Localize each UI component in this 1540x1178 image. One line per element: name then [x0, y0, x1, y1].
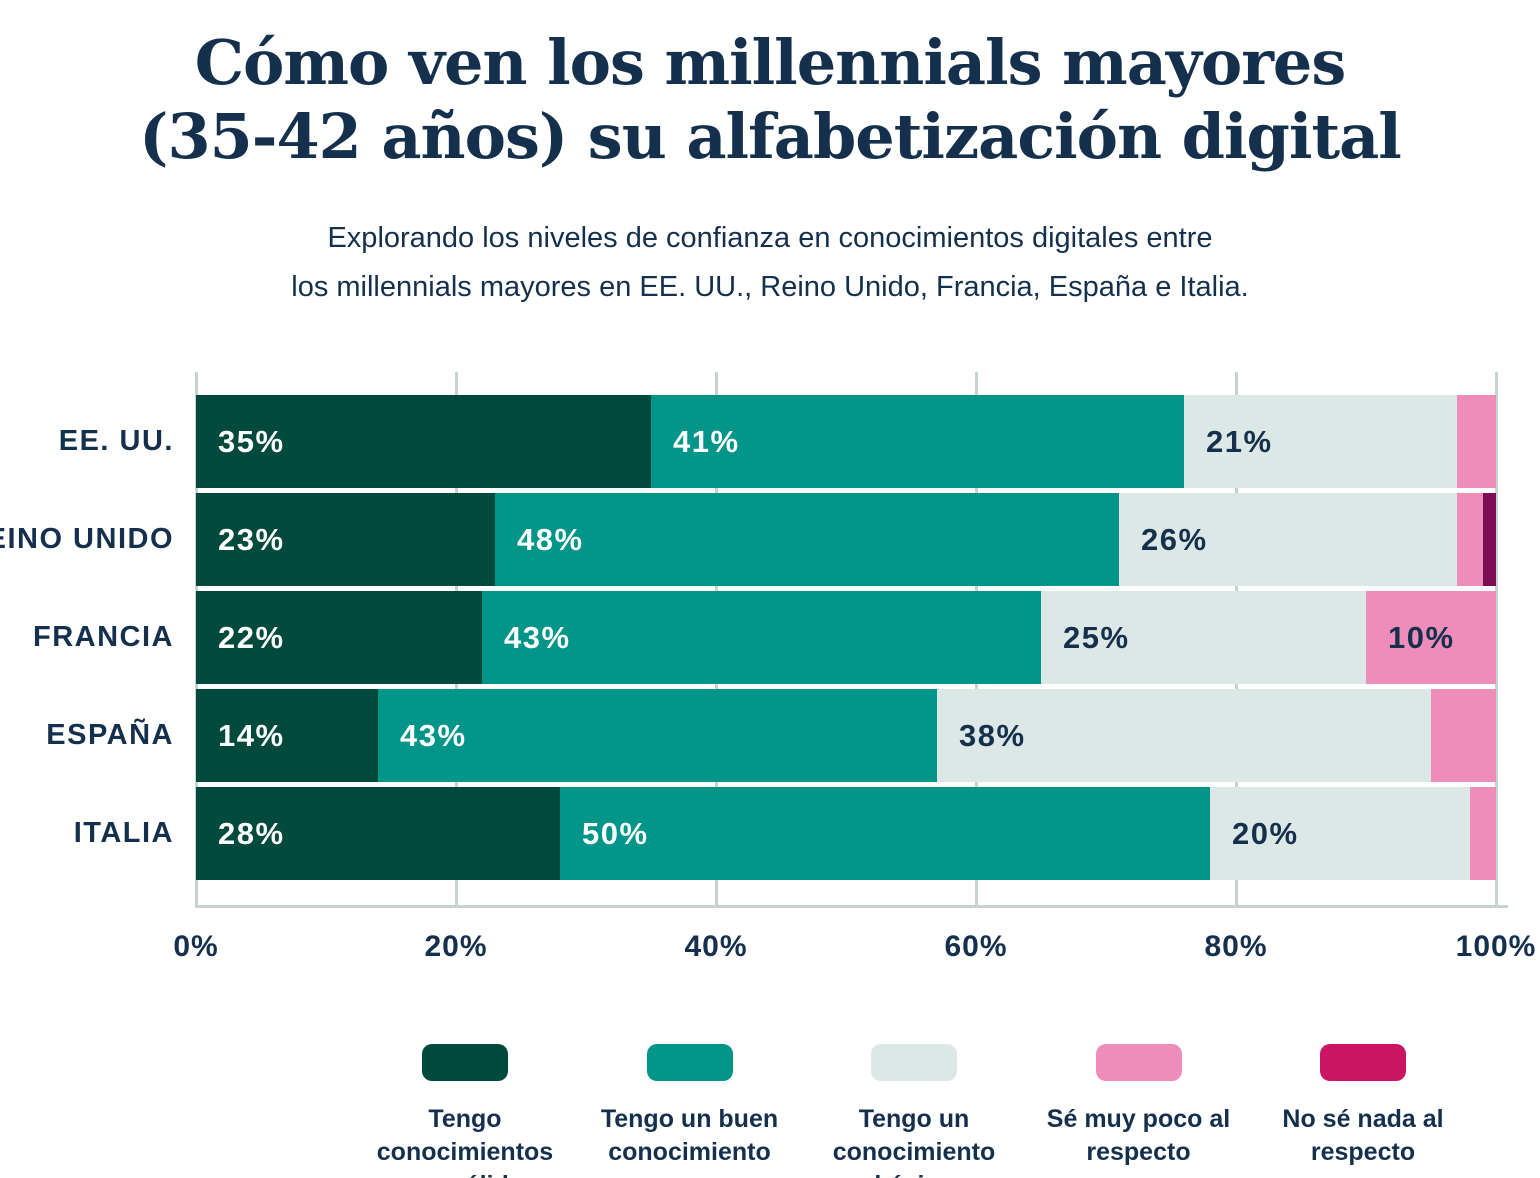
bar-segment-francia-s-muy-poco-al-respecto: 10%	[1366, 591, 1496, 684]
chart-title: Cómo ven los millennials mayores (35-42 …	[0, 26, 1540, 174]
x-axis-line	[196, 905, 1508, 908]
chart-subtitle: Explorando los niveles de confianza en c…	[0, 214, 1540, 312]
legend-item-tengo-un-buen-conocimiento: Tengo un buen conocimiento	[583, 1044, 797, 1178]
x-tick-label: 40%	[684, 930, 748, 963]
bar-segment-ee-uu-tengo-un-buen-conocimiento: 41%	[651, 395, 1184, 488]
bar-row-francia: FRANCIA 22% 43% 25% 10%	[33, 591, 1496, 684]
bar-segment-reino-unido-s-muy-poco-al-respecto	[1457, 493, 1483, 586]
bar-row-espa-a: ESPAÑA 14% 43% 38%	[46, 689, 1496, 782]
bar-value-label: 20%	[1232, 815, 1299, 851]
chart-subtitle-line-2: los millennials mayores en EE. UU., Rein…	[291, 271, 1249, 303]
legend-swatch	[422, 1044, 508, 1081]
bar-value-label: 10%	[1388, 619, 1455, 655]
bar-segment-reino-unido-tengo-un-buen-conocimiento: 48%	[495, 493, 1119, 586]
chart-title-line-1: Cómo ven los millennials mayores	[194, 26, 1347, 99]
legend-label: Tengo un conocimiento básico	[832, 1105, 996, 1178]
legend-item-tengo-un-conocimiento-b-sico: Tengo un conocimiento básico	[807, 1044, 1021, 1178]
chart-title-line-2: (35-42 años) su alfabetización digital	[139, 100, 1402, 173]
legend-item-tengo-conocimientos-muy-s-lidos: Tengo conocimientos muy sólidos	[358, 1044, 572, 1178]
bar-segment-francia-tengo-un-buen-conocimiento: 43%	[482, 591, 1041, 684]
bar-value-label: 43%	[504, 619, 571, 655]
chart-subtitle-line-1: Explorando los niveles de confianza en c…	[327, 222, 1213, 254]
bar-row-italia: ITALIA 28% 50% 20%	[74, 787, 1496, 880]
bar-value-label: 14%	[218, 717, 285, 753]
bar-value-label: 25%	[1063, 619, 1130, 655]
legend-swatch	[646, 1044, 733, 1081]
bar-segment-italia-tengo-un-buen-conocimiento: 50%	[560, 787, 1210, 880]
bar-segment-espa-a-tengo-un-conocimiento-b-sico: 38%	[937, 689, 1431, 782]
legend-swatch	[1095, 1044, 1182, 1081]
bar-value-label: 21%	[1206, 423, 1273, 459]
bar-segment-francia-tengo-conocimientos-muy-s-lidos: 22%	[196, 591, 482, 684]
x-tick-label: 20%	[424, 930, 488, 963]
category-label: ESPAÑA	[46, 719, 174, 751]
x-tick-label: 0%	[173, 930, 219, 963]
bar-value-label: 35%	[218, 423, 285, 459]
bar-value-label: 41%	[673, 423, 740, 459]
legend-label: No sé nada al respecto	[1282, 1105, 1444, 1166]
x-tick-label: 60%	[944, 930, 1008, 963]
legend-swatch	[871, 1044, 957, 1081]
x-tick-label: 80%	[1204, 930, 1268, 963]
x-axis-ticks: 0% 20% 40% 60% 80% 100%	[173, 930, 1535, 970]
legend-label: Tengo un buen conocimiento	[600, 1105, 779, 1166]
bar-segment-espa-a-s-muy-poco-al-respecto	[1431, 689, 1496, 782]
bar-row-ee-uu: EE. UU. 35% 41% 21%	[59, 395, 1496, 488]
legend-item-no-s-nada-al-respecto: No sé nada al respecto	[1256, 1044, 1470, 1178]
bar-segment-ee-uu-tengo-conocimientos-muy-s-lidos: 35%	[196, 395, 651, 488]
bar-rows: EE. UU. 35% 41% 21% REINO UNIDO 23% 48% 26% FRAN…	[0, 395, 1496, 885]
bar-value-label: 23%	[218, 521, 285, 557]
category-label: EE. UU.	[58, 425, 174, 457]
bar-value-label: 50%	[582, 815, 649, 851]
gridline	[1495, 372, 1498, 908]
category-label: ITALIA	[73, 817, 174, 849]
legend-swatch	[1320, 1044, 1406, 1081]
bar-segment-ee-uu-tengo-un-conocimiento-b-sico: 21%	[1184, 395, 1457, 488]
legend-label: Tengo conocimientos muy sólidos	[376, 1105, 554, 1178]
legend: Tengo conocimientos muy sólidos Tengo un …	[358, 1044, 1470, 1178]
bar-row-reino-unido: REINO UNIDO 23% 48% 26%	[0, 493, 1496, 586]
bar-segment-italia-s-muy-poco-al-respecto	[1470, 787, 1496, 880]
bar-segment-espa-a-tengo-conocimientos-muy-s-lidos: 14%	[196, 689, 378, 782]
legend-item-s-muy-poco-al-respecto: Sé muy poco al respecto	[1032, 1044, 1246, 1178]
legend-label: Sé muy poco al respecto	[1046, 1105, 1231, 1166]
bar-segment-espa-a-tengo-un-buen-conocimiento: 43%	[378, 689, 937, 782]
x-tick-label: 100%	[1455, 930, 1537, 963]
bar-segment-italia-tengo-conocimientos-muy-s-lidos: 28%	[196, 787, 560, 880]
bar-value-label: 22%	[218, 619, 285, 655]
bar-value-label: 38%	[959, 717, 1026, 753]
bar-segment-reino-unido-tengo-conocimientos-muy-s-lidos: 23%	[196, 493, 495, 586]
category-label: REINO UNIDO	[0, 523, 174, 555]
bar-value-label: 43%	[400, 717, 467, 753]
bar-segment-italia-tengo-un-conocimiento-b-sico: 20%	[1210, 787, 1470, 880]
bar-value-label: 48%	[517, 521, 584, 557]
bar-segment-ee-uu-s-muy-poco-al-respecto	[1457, 395, 1496, 488]
bar-segment-francia-tengo-un-conocimiento-b-sico: 25%	[1041, 591, 1366, 684]
bar-value-label: 26%	[1141, 521, 1208, 557]
bar-segment-reino-unido-tengo-un-conocimiento-b-sico: 26%	[1119, 493, 1457, 586]
bar-segment-reino-unido-no-s-nada-al-respecto	[1483, 493, 1496, 586]
category-label: FRANCIA	[33, 621, 174, 653]
bar-value-label: 28%	[218, 815, 285, 851]
